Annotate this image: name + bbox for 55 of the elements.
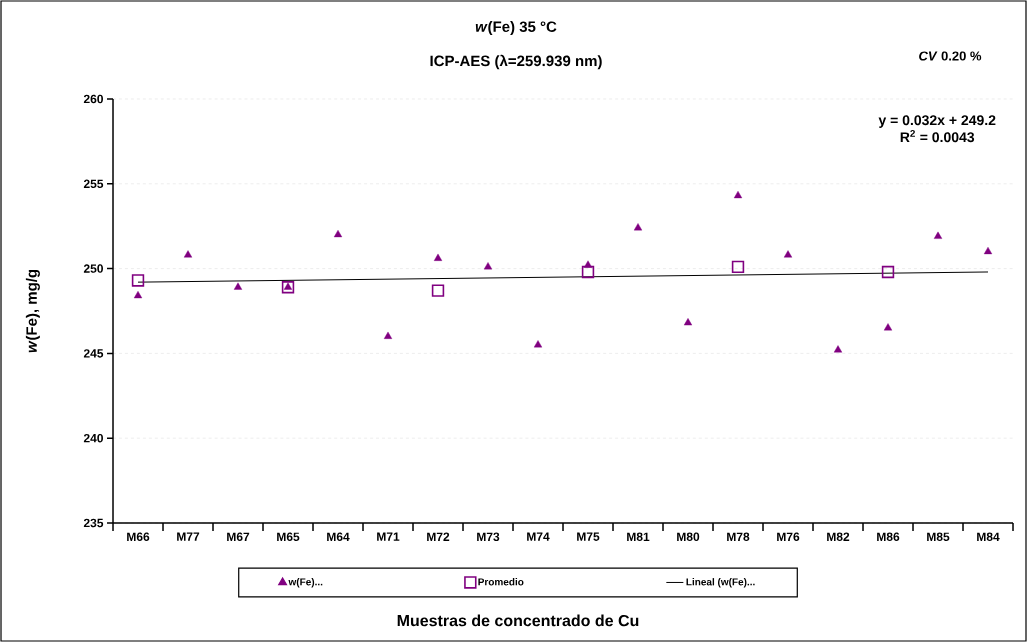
point [633,223,643,231]
point [733,190,743,199]
x-tick-label: M78 [727,532,750,542]
legend-label: Promedio [478,578,524,586]
point [983,246,993,255]
point [183,250,193,258]
point [483,262,493,270]
point [433,253,443,261]
point [383,331,393,339]
y-tick-label: 260 [83,94,103,104]
point [833,345,843,353]
legend-label: w(Fe)... [288,578,323,588]
x-tick-label: M64 [327,532,350,542]
x-tick-label: M84 [977,532,1000,542]
annotation: R$^{2}$ = 0.0043 [900,129,975,143]
y-tick-label: 240 [83,433,103,443]
point [881,265,895,279]
y-tick-label: 235 [83,518,104,528]
x-tick-label: M73 [477,532,500,542]
point [533,340,543,348]
point [883,323,893,331]
point [133,291,143,299]
x-tick-label: M66 [127,532,150,542]
chart-title: w(Fe) 35 °C [475,20,557,35]
x-tick-label: M80 [677,532,700,542]
x-tick-label: M71 [377,532,400,541]
point [233,282,243,290]
point [431,284,445,297]
y-tick-label: 245 [83,349,104,358]
x-tick-label: M86 [877,532,900,542]
x-tick-label: M85 [927,532,950,542]
point [131,274,145,287]
point [783,250,793,258]
point [933,231,943,239]
text: CV 0.20 % [919,51,982,61]
legend-label: Lineal (w(Fe)... [686,578,755,588]
point [581,265,595,279]
point [683,318,693,326]
x-tick-label: M75 [577,532,600,541]
y-axis-title: w(Fe), mg/g [25,269,40,353]
x-tick-label: M67 [227,532,250,542]
point [731,260,745,274]
y-tick-label: 250 [83,264,103,273]
x-tick-label: M65 [277,532,300,542]
y-tick-label: 255 [83,179,104,189]
x-tick-label: M82 [827,532,850,542]
annotation: y = 0.032x + 249.2 [878,115,996,128]
x-axis-title: Muestras de concentrado de Cu [397,614,639,627]
x-tick-label: M81 [627,532,650,542]
point [333,229,343,238]
x-tick-label: M72 [427,532,450,541]
x-tick-label: M77 [177,532,200,541]
x-tick-label: M76 [777,532,800,542]
chart-subtitle: ICP-AES (λ=259.939 nm) [430,54,602,70]
x-tick-label: M74 [527,532,550,541]
